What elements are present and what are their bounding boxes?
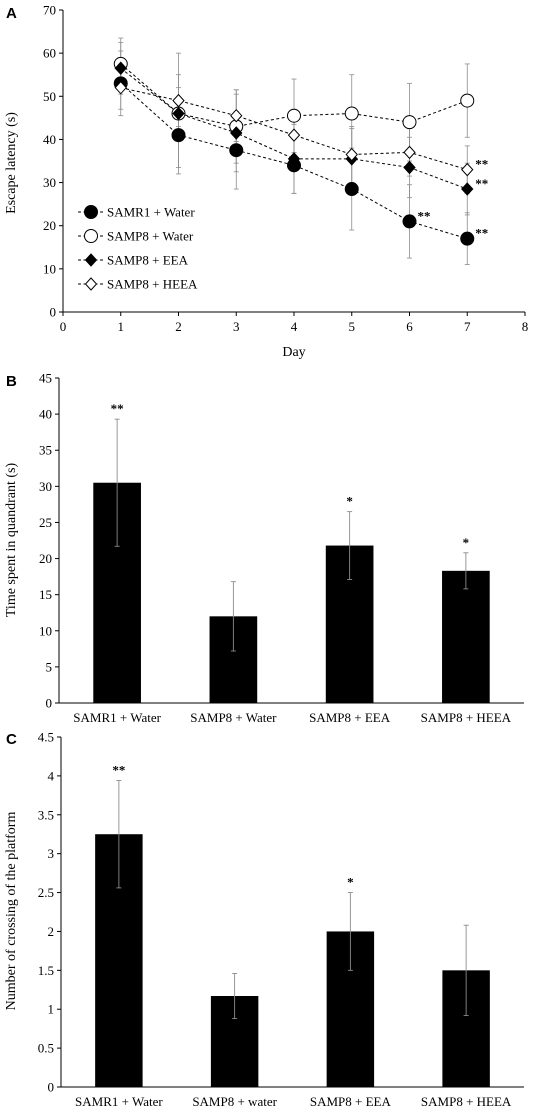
data-point: [403, 145, 416, 160]
category-label: SAMP8 + EEA: [309, 710, 391, 725]
data-point: [461, 162, 474, 177]
legend-label: SAMP8 + EEA: [107, 253, 189, 268]
y-tick-label-c: 1: [48, 1002, 55, 1017]
category-label: SAMP8 + EEA: [310, 1094, 392, 1109]
data-point: [114, 61, 127, 75]
significance-label: **: [111, 401, 124, 416]
y-tick-label-a: 10: [43, 261, 56, 276]
category-label: SAMP8 + HEEA: [421, 1094, 512, 1109]
legend-marker: [84, 253, 98, 267]
legend-label: SAMR1 + Water: [107, 205, 195, 220]
category-label: SAMP8 + Water: [190, 710, 277, 725]
y-tick-label-b: 40: [39, 407, 52, 422]
y-tick-label-b: 5: [46, 659, 53, 674]
y-tick-label-a: 0: [50, 305, 57, 320]
y-tick-label-b: 10: [39, 623, 52, 638]
data-point: [230, 126, 243, 140]
y-tick-label-c: 4: [48, 768, 55, 783]
y-tick-label-b: 20: [39, 551, 52, 566]
data-point: [402, 115, 417, 130]
data-point: [345, 147, 358, 162]
y-axis-title-a: Escape latency (s): [4, 112, 19, 214]
legend-marker: [84, 277, 98, 291]
significance-label: **: [475, 176, 488, 191]
bar: [442, 570, 490, 703]
y-tick-label-b: 35: [39, 443, 52, 458]
x-tick-label-a: 6: [406, 319, 413, 334]
data-point: [114, 80, 127, 95]
significance-label: *: [346, 494, 353, 509]
legend-label: SAMP8 + Water: [107, 229, 194, 244]
y-tick-label-b: 45: [39, 371, 52, 386]
x-tick-label-a: 8: [522, 319, 529, 334]
y-tick-label-a: 70: [43, 3, 56, 18]
significance-label: **: [475, 157, 488, 172]
x-tick-label-a: 7: [464, 319, 471, 334]
y-tick-label-a: 50: [43, 89, 56, 104]
panel-letter-a: A: [6, 5, 17, 22]
category-label: SAMP8 + water: [192, 1094, 277, 1109]
y-tick-label-a: 30: [43, 175, 56, 190]
panel-letter-b: B: [6, 373, 17, 390]
significance-label: **: [475, 226, 488, 241]
y-tick-label-c: 1.5: [38, 963, 54, 978]
data-point: [287, 108, 301, 123]
y-tick-label-c: 3.5: [38, 807, 54, 822]
panel-letter-c: C: [6, 731, 17, 748]
y-tick-label-b: 0: [46, 696, 53, 711]
significance-label: **: [112, 763, 125, 778]
x-tick-label-a: 0: [60, 319, 67, 334]
data-point: [461, 182, 474, 196]
y-tick-label-c: 0.5: [38, 1041, 54, 1056]
data-point: [171, 128, 186, 143]
data-point: [172, 106, 185, 121]
data-point: [344, 182, 359, 197]
x-tick-label-a: 4: [291, 319, 298, 334]
legend-label: SAMP8 + HEEA: [107, 277, 198, 292]
y-tick-label-c: 2.5: [38, 885, 54, 900]
data-point: [460, 231, 475, 246]
data-point: [230, 108, 243, 123]
data-point: [344, 106, 359, 121]
y-tick-label-c: 2: [48, 924, 55, 939]
x-tick-label-a: 3: [233, 319, 240, 334]
y-tick-label-b: 25: [39, 515, 52, 530]
legend-marker: [84, 229, 98, 243]
category-label: SAMR1 + Water: [75, 1094, 163, 1109]
y-tick-label-b: 30: [39, 479, 52, 494]
y-tick-label-c: 0: [48, 1080, 55, 1095]
data-point: [402, 214, 417, 229]
significance-label: *: [463, 535, 470, 550]
x-tick-label-a: 5: [349, 319, 356, 334]
x-axis-title-a: Day: [282, 345, 305, 360]
y-tick-label-b: 15: [39, 587, 52, 602]
data-point: [229, 143, 244, 158]
y-tick-label-a: 20: [43, 218, 56, 233]
category-label: SAMR1 + Water: [73, 710, 161, 725]
category-label: SAMP8 + HEEA: [421, 710, 512, 725]
significance-label: **: [418, 208, 431, 223]
significance-label: *: [347, 875, 354, 890]
data-point: [460, 93, 475, 108]
legend-marker: [84, 205, 98, 219]
y-tick-label-a: 60: [43, 46, 56, 61]
y-tick-label-c: 4.5: [38, 730, 54, 745]
data-point: [172, 93, 185, 108]
y-tick-label-c: 3: [48, 846, 55, 861]
data-point: [403, 160, 416, 175]
y-tick-label-a: 40: [43, 132, 56, 147]
y-axis-title-b: Time spent in quandrant (s): [4, 463, 19, 618]
data-point: [287, 152, 301, 166]
x-tick-label-a: 1: [118, 319, 125, 334]
y-axis-title-c: Number of crossing of the platform: [4, 812, 19, 1011]
x-tick-label-a: 2: [175, 319, 182, 334]
data-point: [287, 128, 301, 142]
